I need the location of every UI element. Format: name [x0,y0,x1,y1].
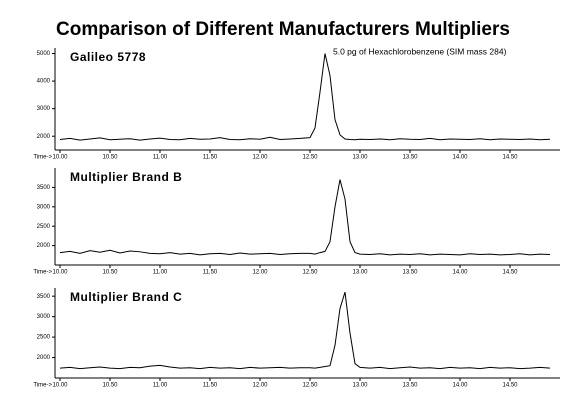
x-tick-label: 13.50 [402,155,418,161]
x-tick-label: 14.50 [502,270,518,276]
x-tick-label: 13.00 [352,383,368,389]
y-tick-label: 4000 [37,79,51,85]
x-tick-label: 11.00 [153,155,168,161]
y-tick-label: 3000 [37,204,51,210]
y-tick-label: 2000 [37,355,51,361]
x-tick-label: 10.50 [102,383,118,389]
panel-title: Galileo 5778 [70,50,146,64]
y-tick-label: 3000 [37,314,51,320]
x-tick-label: 10.50 [102,270,118,276]
x-tick-label: 14.50 [502,383,518,389]
x-tick-label: 10.00 [52,270,68,276]
x-tick-label: 14.00 [452,155,468,161]
trace-line [59,53,551,141]
y-tick-label: 2000 [37,134,51,140]
y-tick-label: 2500 [37,224,51,230]
x-tick-label: 10.50 [102,155,118,161]
x-axis-label: Time-> [33,383,52,389]
x-tick-label: 14.50 [502,155,518,161]
y-tick-label: 2000 [37,243,51,249]
y-tick-label: 5000 [37,51,51,57]
x-axis-label: Time-> [33,155,52,161]
x-tick-label: 12.50 [302,383,318,389]
x-tick-label: 13.00 [352,155,368,161]
trace-line [59,291,551,370]
x-tick-label: 11.00 [153,383,168,389]
x-tick-label: 12.00 [252,270,268,276]
x-tick-label: 13.50 [402,270,418,276]
x-tick-label: 11.50 [203,383,218,389]
annotation: 5.0 pg of Hexachlorobenzene (SIM mass 28… [333,46,507,56]
x-tick-label: 12.50 [302,270,318,276]
y-tick-label: 2500 [37,335,51,341]
trace-line [59,179,551,256]
x-tick-label: 13.00 [352,270,368,276]
x-tick-label: 14.00 [452,270,468,276]
x-tick-label: 12.50 [302,155,318,161]
chart-title: Comparison of Different Manufacturers Mu… [56,19,510,40]
x-tick-label: 13.50 [402,383,418,389]
x-tick-label: 12.00 [252,155,268,161]
x-tick-label: 11.50 [203,270,218,276]
x-tick-label: 10.00 [52,383,68,389]
x-tick-label: 14.00 [452,383,468,389]
panel-title: Multiplier Brand C [70,290,182,304]
y-tick-label: 3000 [37,106,51,112]
x-tick-label: 11.50 [203,155,218,161]
x-axis-label: Time-> [33,270,52,276]
x-tick-label: 12.00 [252,383,268,389]
y-tick-label: 3500 [37,294,51,300]
x-tick-label: 10.00 [52,155,68,161]
x-tick-label: 11.00 [153,270,168,276]
panel-title: Multiplier Brand B [70,170,182,184]
y-tick-label: 3500 [37,185,51,191]
